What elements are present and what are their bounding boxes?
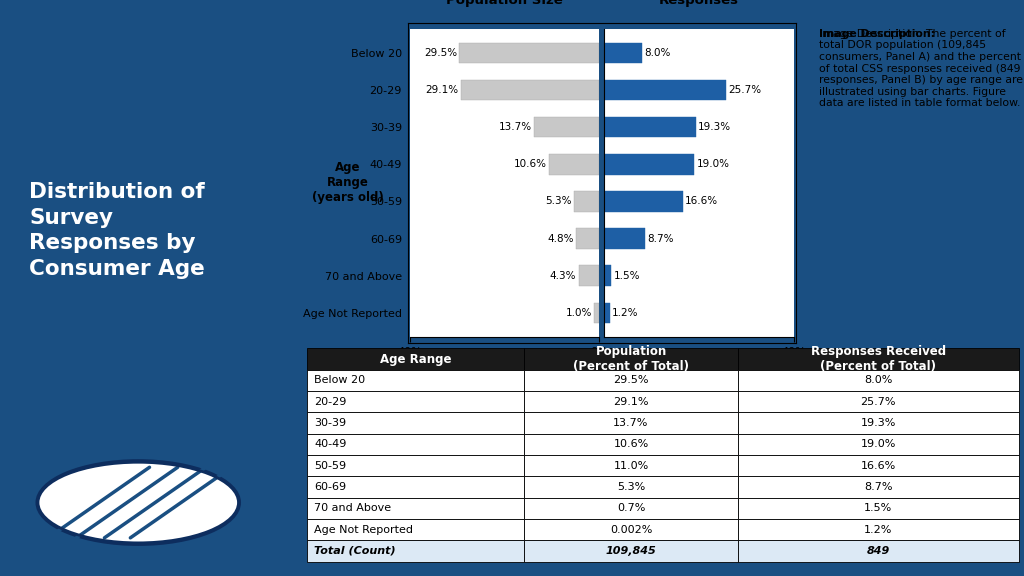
Text: 50-59: 50-59 — [314, 461, 346, 471]
Text: 19.0%: 19.0% — [696, 160, 729, 169]
Text: Below 20: Below 20 — [314, 376, 366, 385]
FancyBboxPatch shape — [307, 370, 524, 391]
FancyBboxPatch shape — [307, 498, 524, 519]
FancyBboxPatch shape — [737, 391, 1019, 412]
Bar — [604, 117, 695, 138]
Bar — [573, 191, 599, 211]
Text: 19.3%: 19.3% — [698, 122, 731, 132]
FancyBboxPatch shape — [524, 498, 737, 519]
FancyBboxPatch shape — [737, 455, 1019, 476]
Bar — [460, 43, 599, 63]
Text: 4.8%: 4.8% — [548, 233, 573, 244]
Bar — [604, 302, 610, 323]
Bar — [594, 302, 599, 323]
FancyBboxPatch shape — [737, 370, 1019, 391]
Bar — [461, 80, 599, 100]
FancyBboxPatch shape — [307, 519, 524, 540]
Text: Image Description: The percent of total DOR population (109,845 consumers, Panel: Image Description: The percent of total … — [819, 29, 1023, 108]
Text: 70 and Above: 70 and Above — [314, 503, 391, 513]
Text: 8.7%: 8.7% — [864, 482, 893, 492]
Text: 8.0%: 8.0% — [864, 376, 893, 385]
Bar — [604, 266, 611, 286]
Text: 29.5%: 29.5% — [424, 48, 457, 58]
FancyBboxPatch shape — [307, 476, 524, 498]
Text: Age
Range
(years old): Age Range (years old) — [312, 161, 384, 204]
FancyBboxPatch shape — [307, 391, 524, 412]
Text: 16.6%: 16.6% — [861, 461, 896, 471]
Title: Responses: Responses — [658, 0, 739, 7]
FancyBboxPatch shape — [524, 434, 737, 455]
FancyBboxPatch shape — [307, 434, 524, 455]
FancyBboxPatch shape — [524, 455, 737, 476]
Text: 0.7%: 0.7% — [616, 503, 645, 513]
FancyBboxPatch shape — [737, 498, 1019, 519]
Bar — [604, 154, 694, 175]
Text: Distribution of
Survey
Responses by
Consumer Age: Distribution of Survey Responses by Cons… — [29, 182, 205, 279]
Text: 40-49: 40-49 — [314, 439, 347, 449]
Bar — [577, 228, 599, 249]
Text: 13.7%: 13.7% — [499, 122, 531, 132]
Text: 0.002%: 0.002% — [610, 525, 652, 535]
Text: Image Description:: Image Description: — [819, 29, 935, 39]
FancyBboxPatch shape — [307, 348, 524, 370]
FancyBboxPatch shape — [307, 412, 524, 434]
Text: 20-29: 20-29 — [314, 397, 347, 407]
Text: 849: 849 — [866, 546, 890, 556]
Text: Age Not Reported: Age Not Reported — [314, 525, 414, 535]
FancyBboxPatch shape — [737, 412, 1019, 434]
Bar — [604, 43, 642, 63]
Text: Population
(Percent of Total): Population (Percent of Total) — [573, 345, 689, 373]
Text: 25.7%: 25.7% — [728, 85, 762, 95]
FancyBboxPatch shape — [524, 370, 737, 391]
Text: 4.3%: 4.3% — [550, 271, 577, 281]
Text: 8.0%: 8.0% — [644, 48, 671, 58]
FancyBboxPatch shape — [524, 412, 737, 434]
Text: 25.7%: 25.7% — [860, 397, 896, 407]
Title: Population Size: Population Size — [445, 0, 563, 7]
Text: 1.2%: 1.2% — [612, 308, 639, 318]
Text: 29.5%: 29.5% — [613, 376, 649, 385]
Bar — [604, 80, 726, 100]
Text: Age Range: Age Range — [380, 353, 452, 366]
Ellipse shape — [37, 461, 240, 544]
Text: 1.5%: 1.5% — [864, 503, 893, 513]
FancyBboxPatch shape — [737, 519, 1019, 540]
FancyBboxPatch shape — [524, 540, 737, 562]
Text: 8.7%: 8.7% — [648, 233, 674, 244]
Text: Responses Received
(Percent of Total): Responses Received (Percent of Total) — [811, 345, 946, 373]
FancyBboxPatch shape — [737, 540, 1019, 562]
FancyBboxPatch shape — [524, 348, 737, 370]
Bar — [604, 191, 683, 211]
Text: 1.2%: 1.2% — [864, 525, 893, 535]
Text: 10.6%: 10.6% — [513, 160, 547, 169]
Text: 29.1%: 29.1% — [613, 397, 649, 407]
Text: 109,845: 109,845 — [605, 546, 656, 556]
FancyBboxPatch shape — [524, 391, 737, 412]
Text: 1.5%: 1.5% — [613, 271, 640, 281]
Bar — [535, 117, 599, 138]
FancyBboxPatch shape — [737, 348, 1019, 370]
FancyBboxPatch shape — [524, 476, 737, 498]
FancyBboxPatch shape — [524, 519, 737, 540]
FancyBboxPatch shape — [307, 455, 524, 476]
Bar — [604, 228, 645, 249]
Text: 19.3%: 19.3% — [860, 418, 896, 428]
Bar — [579, 266, 599, 286]
Text: 30-39: 30-39 — [314, 418, 346, 428]
Text: 1.0%: 1.0% — [565, 308, 592, 318]
Text: 16.6%: 16.6% — [685, 196, 718, 206]
FancyBboxPatch shape — [307, 540, 524, 562]
Text: Total (Count): Total (Count) — [314, 546, 396, 556]
Text: 29.1%: 29.1% — [426, 85, 459, 95]
FancyBboxPatch shape — [737, 434, 1019, 455]
FancyBboxPatch shape — [737, 476, 1019, 498]
Text: 5.3%: 5.3% — [545, 196, 571, 206]
Text: 5.3%: 5.3% — [616, 482, 645, 492]
Text: 13.7%: 13.7% — [613, 418, 648, 428]
Bar — [549, 154, 599, 175]
Text: 11.0%: 11.0% — [613, 461, 648, 471]
Text: 60-69: 60-69 — [314, 482, 346, 492]
Text: 19.0%: 19.0% — [860, 439, 896, 449]
Text: 10.6%: 10.6% — [613, 439, 648, 449]
